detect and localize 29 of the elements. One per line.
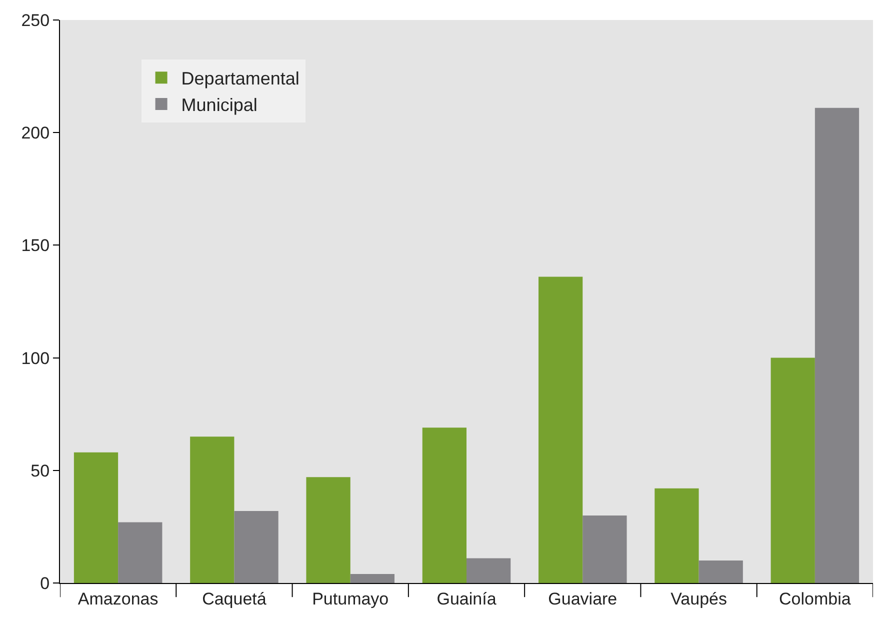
bar <box>306 477 350 583</box>
bar <box>118 522 162 583</box>
bar <box>654 488 699 583</box>
bar <box>770 358 815 583</box>
bar <box>350 574 394 583</box>
bar <box>234 510 278 583</box>
legend-label: Municipal <box>181 95 258 116</box>
x-tick-label: Guaviare <box>548 589 618 608</box>
y-tick-label: 200 <box>21 124 50 143</box>
y-tick-label: 100 <box>21 348 50 368</box>
x-tick-label: Guainía <box>436 589 497 608</box>
y-tick-label: 0 <box>40 574 50 593</box>
x-tick-label: Putumayo <box>312 589 389 608</box>
bar <box>538 276 583 583</box>
y-tick-label: 250 <box>21 10 50 30</box>
bar <box>814 108 860 583</box>
bar <box>466 558 511 583</box>
y-tick-label: 150 <box>21 236 50 256</box>
x-tick-label: Colombia <box>779 589 852 608</box>
x-tick-label: Amazonas <box>78 589 158 608</box>
bar <box>422 428 466 583</box>
bar <box>190 436 234 583</box>
y-tick-label: 50 <box>30 461 50 480</box>
bar <box>698 560 743 583</box>
bar <box>582 515 627 583</box>
legend-label: Departamental <box>181 68 300 89</box>
x-tick-label: Vaupés <box>670 589 727 608</box>
x-tick-label: Caquetá <box>202 589 267 608</box>
bar <box>74 452 118 583</box>
